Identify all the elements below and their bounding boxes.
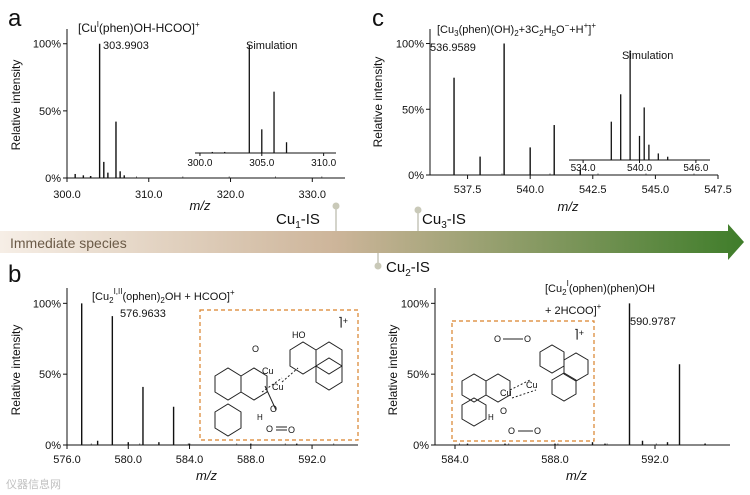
y-tick-label: 100% — [33, 298, 61, 310]
y-tick-label: 100% — [401, 298, 429, 310]
timeline-arrow: Immediate species — [0, 224, 744, 260]
cu2-marker: Cu2-IS — [374, 253, 430, 279]
panel-letter-a: a — [8, 5, 22, 32]
peak-label: 303.9903 — [103, 40, 149, 52]
y-tick-label: 50% — [402, 104, 424, 116]
inset-x-tick-label: 546.0 — [683, 163, 708, 174]
x-tick-label: 588.0 — [541, 454, 569, 466]
x-tick-label: 584.0 — [176, 454, 204, 466]
svg-text:O: O — [508, 426, 515, 436]
svg-text:O: O — [288, 425, 295, 435]
cu3-label: Cu3-IS — [422, 211, 466, 231]
y-tick-label: 0% — [45, 173, 61, 185]
structure-b-charge: ⌉+ — [338, 315, 348, 329]
cu1-label: Cu1-IS — [276, 211, 320, 231]
inset-label: Simulation — [246, 40, 297, 52]
y-tick-label: 50% — [407, 369, 429, 381]
x-tick-label: 545.0 — [642, 184, 670, 196]
inset-label: Simulation — [622, 50, 673, 62]
x-tick-label: 310.0 — [135, 189, 163, 201]
title-c: [Cu3(phen)(OH)2+3C2H5O−+H+]+ — [437, 21, 596, 38]
inset-x-tick-label: 300.0 — [187, 158, 212, 169]
y-tick-label: 50% — [39, 106, 61, 118]
cu2-label: Cu2-IS — [386, 259, 430, 279]
structure-d: ⌉+ Cu Cu O O O H O O — [451, 320, 595, 442]
y-tick-label: 50% — [39, 369, 61, 381]
watermark: 仪器信息网 — [6, 477, 61, 491]
svg-text:Cu: Cu — [272, 382, 284, 392]
structure-d-charge: ⌉+ — [574, 327, 584, 341]
title-a: [CuI(phen)OH-HCOO]+ — [78, 20, 200, 35]
title-d-line2: + 2HCOO]+ — [545, 302, 602, 317]
x-tick-label: 584.0 — [441, 454, 469, 466]
peak-label: 590.9787 — [630, 316, 676, 328]
y-tick-label: 100% — [396, 39, 424, 51]
cu3-marker: Cu3-IS — [414, 206, 466, 231]
x-tick-label: 547.5 — [704, 184, 732, 196]
y-tick-label: 0% — [413, 440, 429, 452]
y-tick-label: 0% — [408, 170, 424, 182]
peak-label: 536.9589 — [430, 42, 476, 54]
svg-text:H: H — [257, 413, 263, 422]
svg-text:HO: HO — [292, 330, 306, 340]
x-tick-label: 330.0 — [299, 189, 327, 201]
panel-letter-b: b — [8, 261, 21, 288]
panel-letter-c: c — [372, 5, 384, 32]
y-axis-label: Relative intensity — [9, 325, 23, 416]
x-tick-label: 576.0 — [53, 454, 81, 466]
title-d: [Cu2I(ophen)(phen)OH — [545, 279, 655, 297]
inset-x-tick-label: 305.0 — [249, 158, 274, 169]
x-axis-label: m/z — [190, 198, 211, 213]
cu1-marker: Cu1-IS — [276, 202, 340, 231]
svg-text:O: O — [266, 424, 273, 434]
x-tick-label: 540.0 — [516, 184, 544, 196]
x-tick-label: 588.0 — [237, 454, 265, 466]
svg-text:O: O — [500, 406, 507, 416]
y-axis-label: Relative intensity — [371, 57, 385, 148]
svg-text:Cu: Cu — [262, 366, 274, 376]
svg-text:O: O — [252, 344, 259, 354]
x-tick-label: 320.0 — [217, 189, 245, 201]
x-axis-label: m/z — [196, 468, 217, 483]
inset-x-tick-label: 534.0 — [571, 163, 596, 174]
svg-text:Cu: Cu — [526, 380, 538, 390]
svg-text:O: O — [534, 426, 541, 436]
svg-text:O: O — [270, 404, 277, 414]
band-label: Immediate species — [10, 235, 127, 251]
y-tick-label: 0% — [45, 440, 61, 452]
x-axis-label: m/z — [558, 199, 579, 214]
chart-a: 0% 50% 100% 300.0 310.0 320.0 330.0 Relative in… — [9, 29, 345, 213]
y-axis-label: Relative intensity — [386, 325, 400, 416]
svg-text:O: O — [494, 334, 501, 344]
svg-text:O: O — [524, 334, 531, 344]
inset-x-tick-label: 310.0 — [311, 158, 336, 169]
peak-label: 576.9633 — [120, 308, 166, 320]
chart-b: 0% 50% 100% 576.0 580.0 584.0 588.0 592.0 Relati… — [9, 288, 358, 483]
chart-c: 0% 50% 100% 537.5 540.0 542.5 545.0 547.5 Relati… — [371, 29, 732, 214]
chart-d: 0% 50% 100% 584.0 588.0 592.0 Relative intensi… — [386, 288, 730, 483]
inset-x-tick-label: 540.0 — [627, 163, 652, 174]
y-axis-label: Relative intensity — [9, 60, 23, 151]
x-tick-label: 592.0 — [298, 454, 326, 466]
svg-text:Cu: Cu — [500, 388, 512, 398]
structure-b: ⌉+ Cu Cu O HO O H O O — [199, 309, 359, 441]
x-tick-label: 592.0 — [641, 454, 669, 466]
x-axis-label: m/z — [566, 468, 587, 483]
x-tick-label: 580.0 — [114, 454, 142, 466]
y-tick-label: 100% — [33, 39, 61, 51]
x-tick-label: 537.5 — [454, 184, 482, 196]
x-tick-label: 300.0 — [53, 189, 81, 201]
title-b: [Cu2I,II(ophen)2OH + HCOO]+ — [92, 287, 235, 305]
x-tick-label: 542.5 — [579, 184, 607, 196]
svg-text:H: H — [488, 413, 494, 422]
